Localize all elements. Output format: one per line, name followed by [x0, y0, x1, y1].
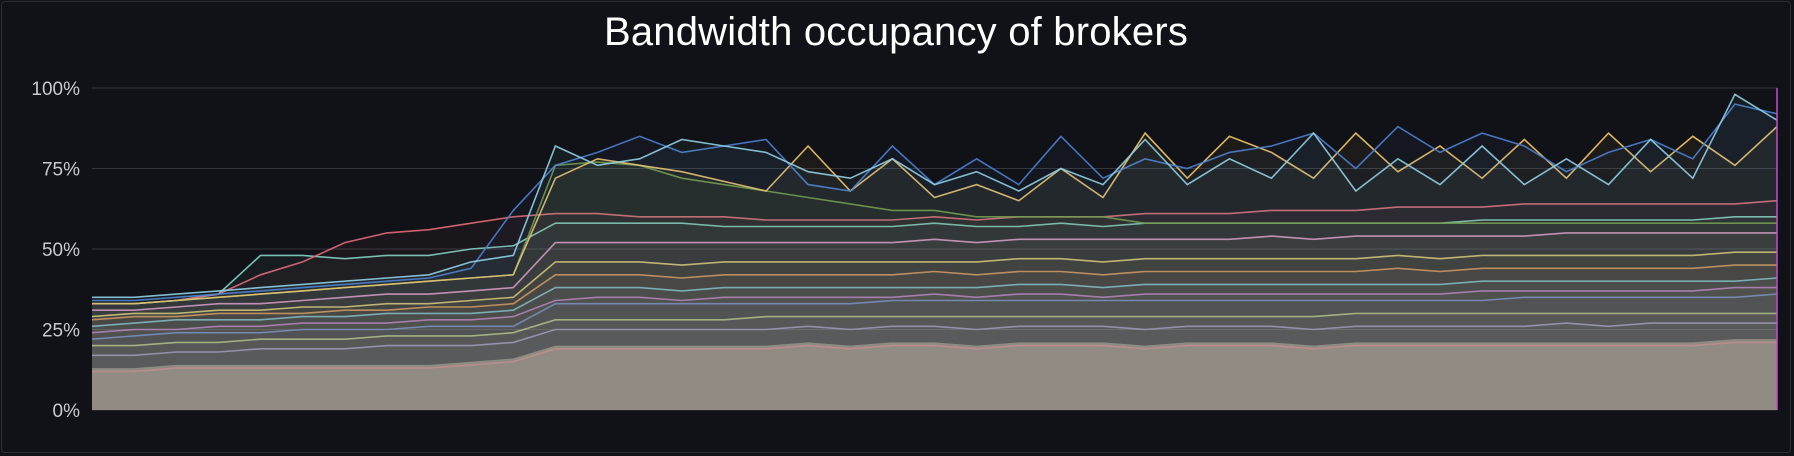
chart-title: Bandwidth occupancy of brokers [603, 10, 1189, 54]
series-line-5 [91, 277, 1778, 328]
series-line-0 [92, 341, 1777, 373]
series-area-13 [92, 104, 1777, 410]
series-area-0 [92, 342, 1777, 410]
series-line-2 [92, 312, 1777, 347]
series-line-6 [91, 264, 1777, 321]
y-tick-label: 0% [53, 401, 81, 422]
series-line-9 [92, 216, 1777, 305]
series-area-4 [92, 287, 1777, 410]
series-area-9 [92, 216, 1777, 410]
series-area-11 [92, 162, 1777, 410]
series-line-12 [92, 126, 1778, 305]
series-line-1 [92, 322, 1777, 357]
series-line-10 [92, 199, 1778, 305]
series-area-14 [92, 94, 1777, 411]
series-area-3 [92, 294, 1777, 410]
y-tick-label: 50% [42, 240, 80, 261]
y-tick-label: 100% [31, 79, 80, 100]
series-line-8 [92, 232, 1777, 311]
series-line-14 [92, 93, 1778, 299]
series-area-1 [92, 323, 1777, 410]
series-area-6 [92, 265, 1777, 410]
series-line-7 [91, 251, 1777, 318]
series-area-10 [92, 200, 1777, 410]
series-area-2 [92, 313, 1777, 410]
series-area-7 [92, 252, 1777, 410]
series-area-12 [92, 126, 1777, 410]
series-line-3 [91, 293, 1778, 340]
area-fill [92, 339, 1777, 410]
y-tick-label: 75% [42, 160, 80, 181]
y-tick-label: 25% [42, 321, 80, 342]
series-line-4 [91, 286, 1777, 334]
series-area-8 [92, 232, 1777, 410]
